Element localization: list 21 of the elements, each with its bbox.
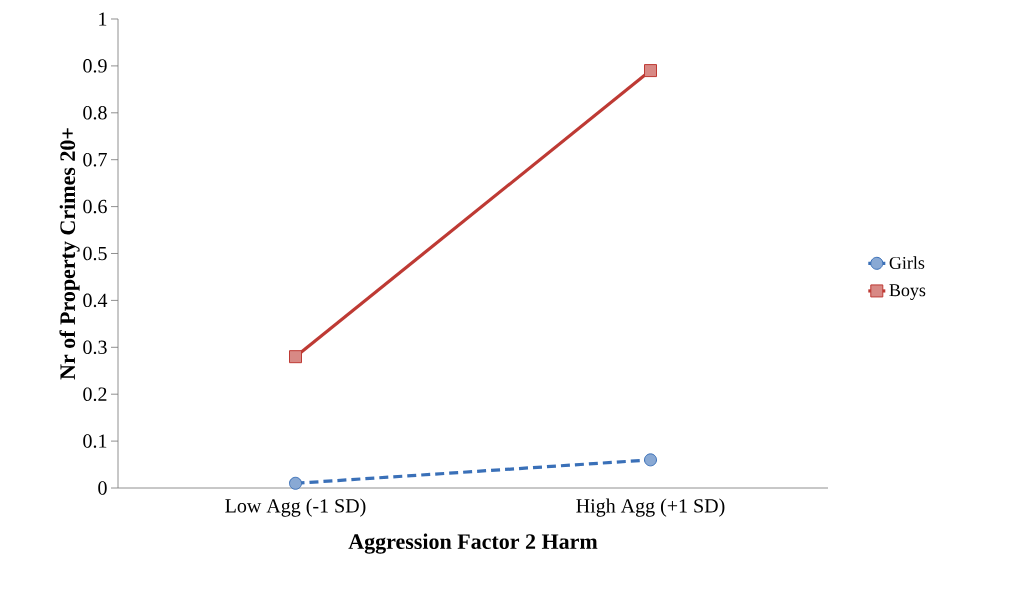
y-tick-label: 0.6 bbox=[83, 199, 107, 214]
y-tick-label: 0.2 bbox=[83, 387, 107, 401]
y-tick-label: 0.8 bbox=[83, 106, 107, 120]
y-tick-label: 1 bbox=[99, 12, 107, 26]
point bbox=[289, 476, 302, 490]
legend-label: Boys bbox=[889, 284, 926, 300]
y-tick-label: 0 bbox=[98, 481, 107, 495]
x-tick-label: Low Agg (-1 SD) bbox=[225, 498, 366, 517]
y-tick-label: 0.5 bbox=[83, 246, 107, 261]
y-tick-label: 0.1 bbox=[83, 434, 107, 448]
y-axis-title: Nr of Property Crimes 20+ bbox=[59, 128, 80, 380]
y-tick-label: 0.7 bbox=[83, 152, 107, 167]
y-tick-label: 0.9 bbox=[83, 59, 107, 73]
point bbox=[644, 64, 658, 78]
legend-label: Girls bbox=[889, 256, 925, 269]
x-axis-title: Aggression Factor 2 Harm bbox=[348, 533, 598, 554]
point bbox=[289, 350, 302, 364]
point bbox=[644, 453, 658, 467]
y-tick-label: 0.4 bbox=[83, 293, 108, 308]
y-tick-label: 0.3 bbox=[83, 340, 107, 355]
x-tick-label: High Agg (+1 SD) bbox=[576, 498, 725, 517]
